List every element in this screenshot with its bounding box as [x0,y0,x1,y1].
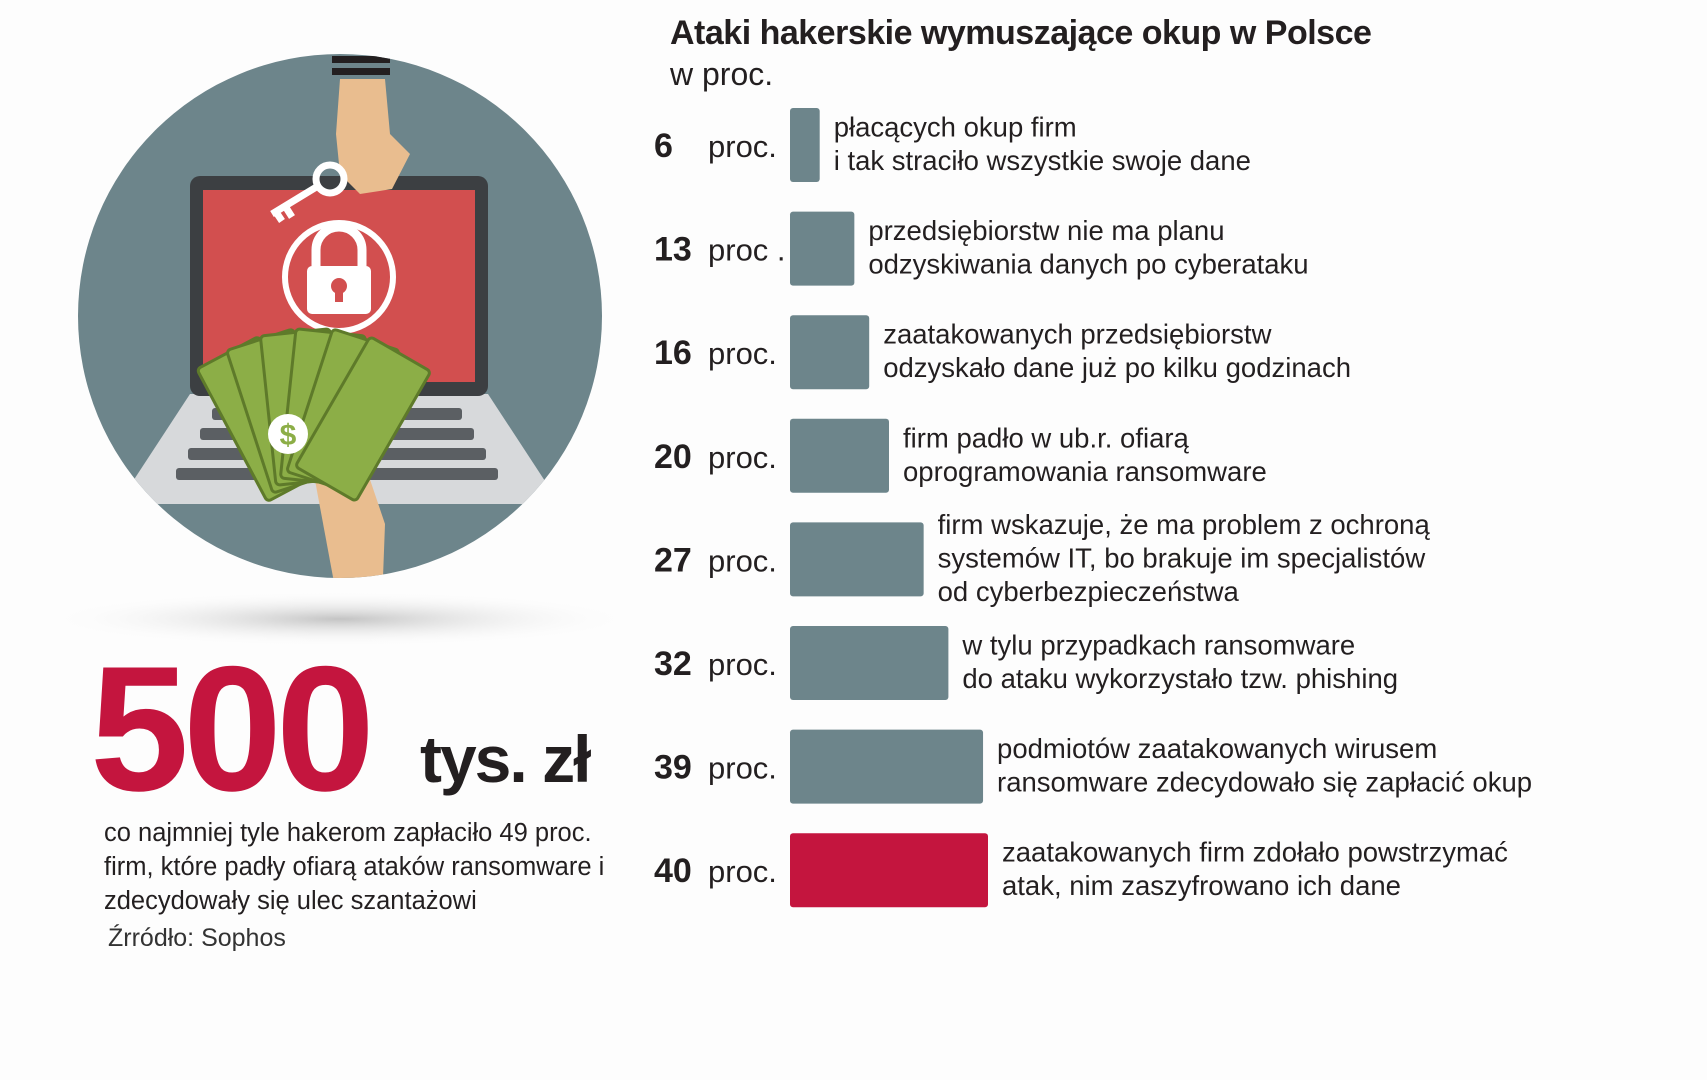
chart-title: Ataki hakerskie wymuszające okup w Polsc… [670,14,1372,52]
bar-3 [790,418,889,493]
source-note: Źrródło: Sophos [108,924,286,952]
ransomware-laptop-illustration: $ [40,54,640,644]
category-label: zaatakowanych firm zdołało powstrzymać [1002,837,1508,868]
category-label: od cyberbezpieczeństwa [938,576,1240,607]
category-label: ransomware zdecydowało się zapłacić okup [997,767,1532,798]
category-label: w tylu przypadkach ransomware [961,630,1355,661]
chart-subtitle: w proc. [670,56,774,92]
bar-5 [790,626,949,700]
unit-label: proc. [708,129,777,164]
bar-6 [790,729,984,804]
value-label: 6 [654,127,673,165]
value-label: 20 [654,438,692,476]
unit-label: proc. [708,647,777,682]
svg-text:$: $ [280,419,297,452]
bar-2 [790,315,870,390]
category-label: płacących okup firm [834,112,1077,143]
category-label: do ataku wykorzystało tzw. phishing [962,663,1398,694]
unit-label: proc . [708,233,786,268]
category-label: podmiotów zaatakowanych wirusem [997,733,1437,764]
category-label: odzyskało dane już po kilku godzinach [883,352,1351,383]
highlight-description: co najmniej tyle hakerom zapłaciło 49 pr… [104,819,605,915]
circle-shadow [40,591,640,644]
category-label: i tak straciło wszystkie swoje dane [834,145,1251,176]
highlight-unit: tys. zł [420,722,591,796]
category-label: odzyskiwania danych po cyberataku [868,249,1308,280]
unit-label: proc. [708,440,777,475]
bar-7 [790,833,988,908]
unit-label: proc. [708,543,777,578]
bar-1 [790,211,855,286]
category-label: oprogramowania ransomware [903,456,1267,487]
category-label: firm wskazuje, że ma problem z ochroną [938,509,1431,540]
money-icon: $ [196,327,431,578]
unit-label: proc. [708,336,777,371]
key-icon [270,56,410,223]
value-label: 27 [654,541,692,579]
value-label: 16 [654,334,692,372]
category-label: atak, nim zaszyfrowano ich dane [1002,870,1401,901]
unit-label: proc. [708,751,777,786]
highlight-number: 500 [90,629,375,828]
bar-4 [790,522,924,597]
bar-0 [790,108,820,182]
value-label: 13 [654,231,692,269]
value-label: 40 [654,852,692,890]
unit-label: proc. [708,854,777,889]
value-label: 39 [654,749,692,787]
category-label: firm padło w ub.r. ofiarą [903,422,1190,453]
value-label: 32 [654,645,692,683]
category-label: systemów IT, bo brakuje im specjalistów [938,543,1426,574]
category-label: przedsiębiorstw nie ma planu [868,215,1224,246]
category-label: zaatakowanych przedsiębiorstw [883,319,1271,350]
